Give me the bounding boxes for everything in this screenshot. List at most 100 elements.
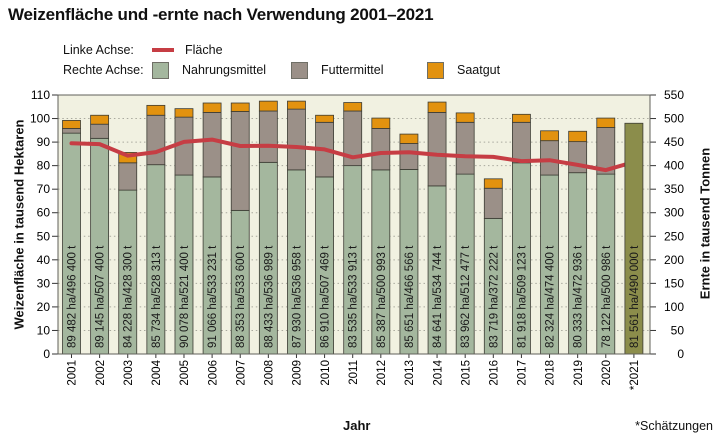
bar-segment-2005-saatgut — [174, 108, 194, 118]
bar-segment-2016-futtermittel — [483, 187, 503, 219]
bar-segment-2018-saatgut — [540, 130, 559, 142]
bar-label-2006: 91 066 ha/533 231 t — [207, 245, 219, 348]
year-tick-label-2018: 2018 — [545, 360, 557, 386]
bar-segment-2002-saatgut — [90, 114, 110, 125]
saatgut-swatch-icon — [427, 61, 444, 79]
left-tick-label-30: 30 — [37, 276, 51, 290]
x-axis-title: Jahr — [343, 418, 371, 433]
year-tick-label-2019: 2019 — [573, 360, 585, 386]
left-tick-label-20: 20 — [37, 300, 51, 314]
right-tick-label-50: 50 — [671, 323, 685, 337]
bar-label-2004: 85 734 ha/528 313 t — [151, 245, 163, 348]
flaeche-line — [69, 137, 636, 173]
legend-right-axis-label: Rechte Achse: — [63, 63, 144, 77]
right-tick-label-100: 100 — [664, 300, 684, 314]
bar-label-2008: 88 433 ha/536 989 t — [263, 245, 275, 348]
year-tick-label-2007: 2007 — [235, 360, 247, 386]
bar-label-2009: 87 930 ha/536 958 t — [291, 245, 303, 348]
right-tick-label-150: 150 — [664, 276, 684, 290]
bar-segment-2011-saatgut — [343, 102, 363, 112]
right-tick-label-350: 350 — [664, 182, 684, 196]
year-tick-label-2017: 2017 — [517, 360, 529, 386]
bar-segment-2013-futtermittel — [399, 143, 419, 170]
right-tick-label-250: 250 — [664, 229, 684, 243]
legend-row-right-axis: Rechte Achse: Nahrungsmittel Futtermitte… — [63, 61, 500, 79]
bar-segment-2004-saatgut — [146, 104, 166, 116]
left-tick-label-100: 100 — [30, 112, 50, 126]
year-tick-label-2016: 2016 — [489, 360, 501, 386]
bar-label-*2021: 81 561 ha/490 000 t — [629, 245, 641, 348]
flaeche-line-swatch-icon — [152, 48, 174, 52]
year-tick-label-2012: 2012 — [376, 360, 388, 386]
bar-segment-2002-futtermittel — [90, 123, 110, 139]
left-tick-label-80: 80 — [37, 159, 51, 173]
bar-segment-2006-futtermittel — [202, 112, 222, 178]
bar-label-2001: 89 482 ha/496 400 t — [67, 245, 79, 348]
legend-item-futtermittel: Futtermittel — [291, 61, 427, 79]
right-tick-label-200: 200 — [664, 253, 684, 267]
bar-segment-2008-saatgut — [258, 100, 278, 112]
bar-segment-2020-saatgut — [596, 117, 616, 128]
bar-segment-2010-saatgut — [315, 114, 334, 123]
plot-border — [57, 94, 651, 355]
bar-label-2018: 82 324 ha/474 400 t — [545, 245, 557, 348]
year-tick-label-2001: 2001 — [67, 360, 79, 386]
year-tick-label-2013: 2013 — [404, 360, 416, 386]
right-tick-label-400: 400 — [664, 159, 684, 173]
year-tick-label-*2021: *2021 — [629, 360, 641, 390]
bar-segment-2017-saatgut — [512, 113, 531, 123]
bar-segment-2012-futtermittel — [371, 128, 391, 171]
bar-segment-2014-futtermittel — [427, 112, 447, 187]
bar-segment-2019-saatgut — [568, 130, 588, 143]
bar-label-2010: 86 910 ha/507 469 t — [320, 245, 332, 348]
bar-segment-2018-futtermittel — [540, 140, 559, 176]
bar-label-2005: 90 078 ha/521 400 t — [179, 245, 191, 348]
legend-row-left-axis: Linke Achse: Fläche — [63, 41, 223, 59]
bar-label-2007: 88 353 ha/533 600 t — [235, 245, 247, 348]
year-tick-label-2020: 2020 — [601, 360, 613, 386]
year-tick-label-2014: 2014 — [432, 359, 444, 385]
bar-label-2015: 83 962 ha/512 477 t — [460, 245, 472, 348]
bar-segment-2012-saatgut — [371, 117, 391, 129]
bar-segment-2001-saatgut — [62, 120, 81, 129]
legend-flaeche-label: Fläche — [185, 43, 223, 57]
right-tick-label-550: 550 — [664, 88, 684, 102]
bar-segment-2004-futtermittel — [146, 114, 166, 166]
futtermittel-swatch-icon — [291, 61, 308, 79]
legend-futtermittel-label: Futtermittel — [321, 63, 384, 77]
year-tick-label-2015: 2015 — [460, 360, 472, 386]
right-tick-label-500: 500 — [664, 112, 684, 126]
legend-nahrungsmittel-label: Nahrungsmittel — [182, 63, 267, 77]
bar-segment-2007-futtermittel — [230, 111, 250, 211]
bar-label-2002: 89 145 ha/507 400 t — [95, 245, 107, 348]
bar-label-2019: 80 333 ha/472 936 t — [573, 245, 585, 348]
legend-left-axis-label: Linke Achse: — [63, 43, 134, 57]
year-tick-label-2002: 2002 — [95, 360, 107, 386]
right-tick-label-300: 300 — [664, 206, 684, 220]
year-tick-label-2004: 2004 — [151, 359, 163, 385]
bar-segment-2015-futtermittel — [455, 121, 475, 175]
bar-label-2014: 84 641 ha/534 744 t — [432, 245, 444, 348]
bar-segment-2014-saatgut — [427, 101, 447, 113]
bar-segment-2009-futtermittel — [287, 108, 306, 171]
bar-segment-2013-saatgut — [399, 133, 419, 144]
footnote-schaetzungen: *Schätzungen — [635, 419, 713, 433]
chart-title: Weizenfläche und -ernte nach Verwendung … — [8, 5, 434, 24]
year-tick-label-2011: 2011 — [348, 360, 360, 385]
legend-item-saatgut: Saatgut — [427, 61, 501, 79]
year-tick-label-2005: 2005 — [179, 360, 191, 386]
left-tick-label-50: 50 — [37, 229, 51, 243]
bar-segment-2001-futtermittel — [62, 128, 81, 134]
left-tick-label-70: 70 — [37, 182, 51, 196]
bar-label-2017: 81 918 ha/509 123 t — [516, 245, 528, 348]
nahrungsmittel-swatch-icon — [152, 61, 169, 79]
year-tick-label-2009: 2009 — [292, 360, 304, 386]
bar-label-2016: 83 719 ha/372 222 t — [488, 245, 500, 348]
bar-segment-2008-futtermittel — [258, 110, 278, 163]
bar-segment-2009-saatgut — [287, 100, 306, 110]
bar-segment-2015-saatgut — [455, 112, 475, 123]
year-tick-label-2006: 2006 — [207, 360, 219, 386]
legend-saatgut-label: Saatgut — [457, 63, 501, 77]
bar-segment-2006-saatgut — [202, 102, 222, 113]
